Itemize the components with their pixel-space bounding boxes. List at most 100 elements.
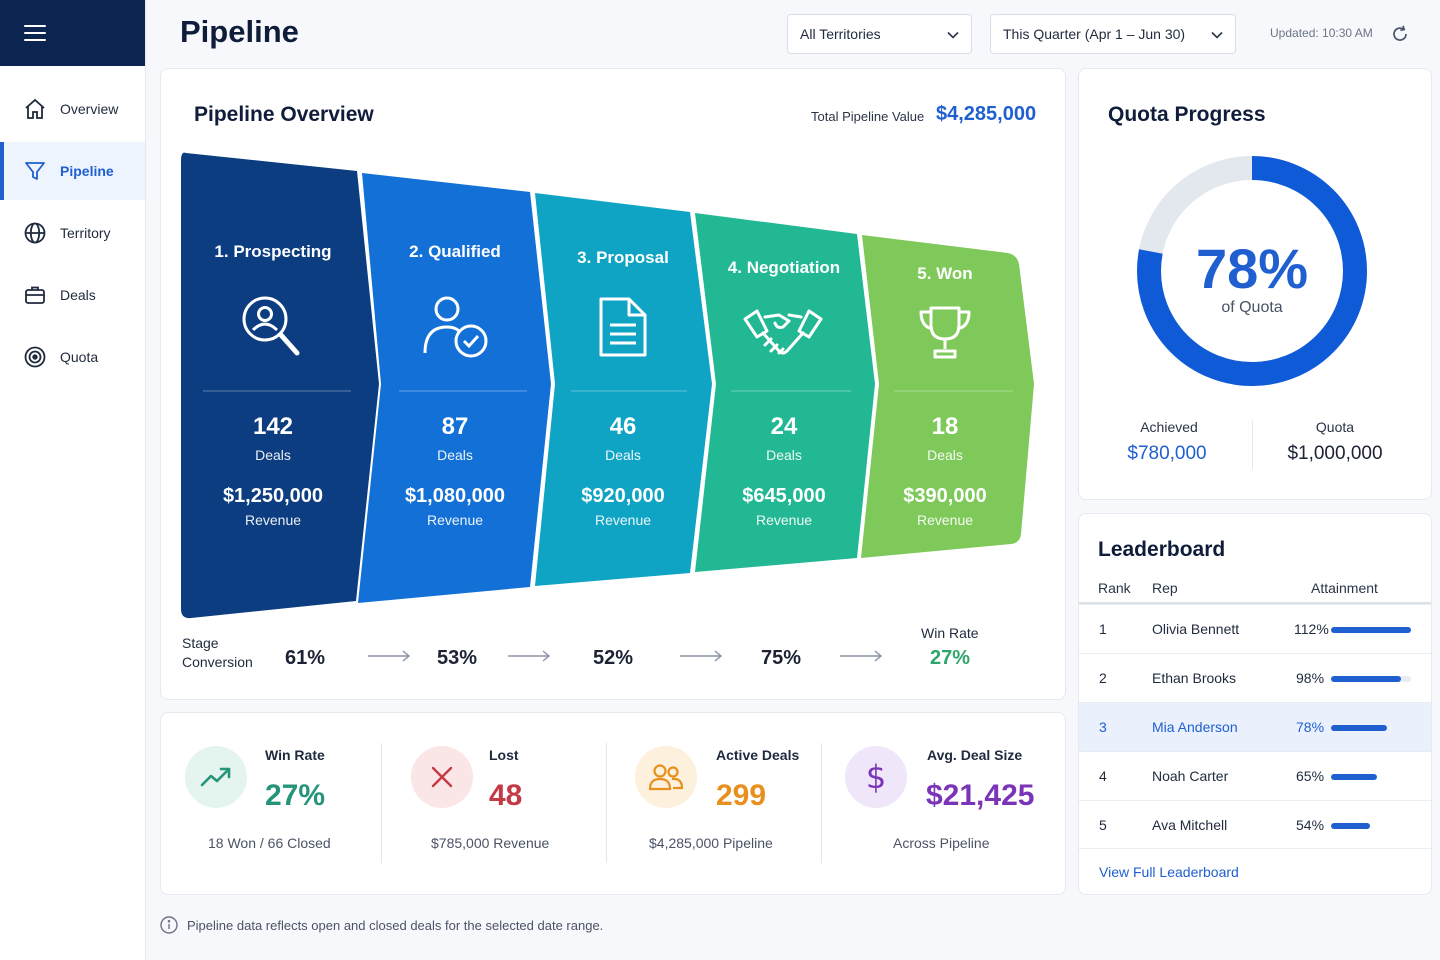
date-range-select[interactable]: This Quarter (Apr 1 – Jun 30) xyxy=(990,14,1236,54)
footnote-text: Pipeline data reflects open and closed d… xyxy=(187,917,604,933)
kpi-value: 27% xyxy=(265,779,326,812)
column-header-rank: Rank xyxy=(1098,580,1131,596)
attainment-bar xyxy=(1331,823,1370,829)
stage-name: 3. Proposal xyxy=(577,248,669,267)
kpi-sub: 18 Won / 66 Closed xyxy=(208,835,331,851)
sidebar-item-label: Deals xyxy=(60,287,96,303)
achieved-label: Achieved xyxy=(1140,419,1198,435)
table-row[interactable]: 3 Mia Anderson 78% xyxy=(1079,702,1431,751)
divider xyxy=(381,743,382,863)
territory-select-value: All Territories xyxy=(800,26,881,42)
kpi-value: $21,425 xyxy=(926,779,1035,812)
sidebar-item-pipeline[interactable]: Pipeline xyxy=(0,142,145,200)
rank: 3 xyxy=(1099,719,1107,735)
attainment-pct: 112% xyxy=(1294,621,1329,637)
arrow-right-icon xyxy=(508,650,551,662)
stage-revenue-label: Revenue xyxy=(755,512,813,528)
attainment-pct: 78% xyxy=(1296,719,1325,735)
kpi-sub: $4,285,000 Pipeline xyxy=(649,835,773,851)
stage-revenue-label: Revenue xyxy=(244,512,302,528)
kpi-label: Active Deals xyxy=(716,747,800,763)
refresh-icon[interactable] xyxy=(1390,24,1410,44)
rank: 4 xyxy=(1099,768,1107,784)
win-rate-label: Win Rate xyxy=(921,625,979,641)
view-full-leaderboard-link[interactable]: View Full Leaderboard xyxy=(1099,864,1239,880)
stage-deal-label: Deals xyxy=(255,447,291,463)
stage-qualified[interactable]: 2. Qualified xyxy=(385,242,525,262)
stage-deal-label: Deals xyxy=(605,447,641,463)
stage-deal-label: Deals xyxy=(766,447,802,463)
attainment-bar-track xyxy=(1331,774,1411,780)
menu-icon[interactable] xyxy=(24,25,46,41)
conversion-rate-1: 61% xyxy=(285,647,326,669)
total-pipeline-label: Total Pipeline Value xyxy=(811,109,925,124)
sidebar-header xyxy=(0,0,145,66)
stage-deal-label: Deals xyxy=(927,447,963,463)
stage-qualified-stats: 87 Deals $1,080,000 Revenue xyxy=(385,413,525,528)
attainment-bar xyxy=(1331,627,1411,633)
leaderboard-card: Leaderboard Rank Rep Attainment 1 Olivia… xyxy=(1078,513,1432,895)
territory-select[interactable]: All Territories xyxy=(787,14,972,54)
leaderboard-title: Leaderboard xyxy=(1098,538,1226,561)
sidebar: Overview Pipeline Territory Deals Quota xyxy=(0,0,146,960)
home-icon xyxy=(22,96,48,122)
stage-won[interactable]: 5. Won xyxy=(887,264,1003,284)
stage-proposal[interactable]: 3. Proposal xyxy=(561,248,685,268)
info-icon xyxy=(160,916,178,934)
conversion-rate-4: 75% xyxy=(761,647,802,669)
table-row[interactable]: 4 Noah Carter 65% xyxy=(1079,751,1431,800)
column-header-attainment: Attainment xyxy=(1311,580,1378,596)
briefcase-icon xyxy=(22,282,48,308)
stage-conversion-label: Stage Conversion xyxy=(182,635,253,670)
stage-deal-label: Deals xyxy=(437,447,473,463)
stage-name: 4. Negotiation xyxy=(727,258,841,277)
stage-revenue: $1,080,000 xyxy=(404,485,506,507)
rep-name: Noah Carter xyxy=(1152,768,1229,784)
kpi-card: Win Rate 27% 18 Won / 66 Closed Lost 48 … xyxy=(160,712,1066,895)
kpi-win-rate: Win Rate 27% 18 Won / 66 Closed xyxy=(161,713,381,895)
table-row[interactable]: 1 Olivia Bennett 112% xyxy=(1079,604,1431,653)
rep-name: Ethan Brooks xyxy=(1152,670,1237,686)
sidebar-item-territory[interactable]: Territory xyxy=(0,204,145,262)
stage-name: 2. Qualified xyxy=(409,242,501,261)
handshake-icon xyxy=(743,305,823,366)
rank: 5 xyxy=(1099,817,1107,833)
stage-deal-count: 24 xyxy=(770,413,798,440)
attainment-pct: 54% xyxy=(1296,817,1325,833)
attainment-bar xyxy=(1331,725,1387,731)
stage-won-stats: 18 Deals $390,000 Revenue xyxy=(887,413,1003,528)
stage-revenue: $1,250,000 xyxy=(222,485,324,507)
funnel-stage-qualified xyxy=(358,173,551,603)
win-rate-value: 27% xyxy=(930,647,971,669)
funnel-stage-negotiation xyxy=(695,213,875,572)
pipeline-funnel xyxy=(181,152,1034,619)
stage-negotiation[interactable]: 4. Negotiation xyxy=(721,258,847,278)
sidebar-item-deals[interactable]: Deals xyxy=(0,266,145,324)
table-row[interactable]: 2 Ethan Brooks 98% xyxy=(1079,653,1431,702)
search-user-icon xyxy=(239,293,303,362)
x-icon xyxy=(411,746,473,808)
header-divider xyxy=(1079,602,1431,604)
rank: 1 xyxy=(1099,621,1107,637)
stage-revenue: $390,000 xyxy=(903,485,987,507)
sidebar-item-quota[interactable]: Quota xyxy=(0,328,145,386)
quota-percent: 78% xyxy=(1195,237,1309,300)
stage-name: 1. Prospecting xyxy=(214,242,332,261)
quota-of-label: of Quota xyxy=(1221,299,1283,316)
rep-name: Ava Mitchell xyxy=(1152,817,1228,833)
stage-prospecting[interactable]: 1. Prospecting xyxy=(201,242,345,262)
trophy-icon xyxy=(918,305,972,366)
pipeline-overview-card: Pipeline Overview Total Pipeline Value $… xyxy=(160,68,1066,700)
sidebar-item-overview[interactable]: Overview xyxy=(0,80,145,138)
stage-revenue-label: Revenue xyxy=(916,512,974,528)
table-row[interactable]: 5 Ava Mitchell 54% xyxy=(1079,800,1431,849)
user-check-icon xyxy=(423,295,489,364)
kpi-label: Lost xyxy=(489,747,519,763)
page-title: Pipeline xyxy=(180,14,299,49)
sidebar-item-label: Territory xyxy=(60,225,111,241)
stage-prospecting-stats: 142 Deals $1,250,000 Revenue xyxy=(201,413,345,528)
kpi-lost: Lost 48 $785,000 Revenue xyxy=(387,713,607,895)
attainment-pct: 98% xyxy=(1296,670,1325,686)
quota-value: $1,000,000 xyxy=(1287,443,1383,464)
quota-center: 78% of Quota xyxy=(1172,239,1332,317)
